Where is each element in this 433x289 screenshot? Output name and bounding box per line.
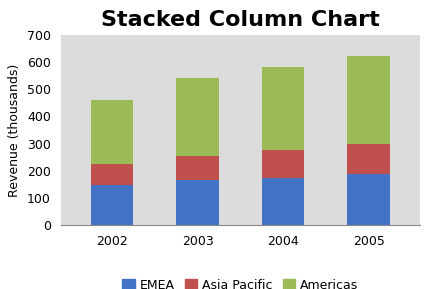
Bar (347, 144, 390, 174)
Bar (176, 156, 219, 180)
Bar (262, 151, 304, 178)
Bar (90, 164, 133, 185)
Title: Stacked Column Chart: Stacked Column Chart (101, 10, 380, 30)
Bar (176, 78, 219, 156)
Bar (347, 56, 390, 144)
Bar (176, 180, 219, 225)
Bar (262, 178, 304, 225)
Bar (262, 67, 304, 151)
Bar (90, 185, 133, 225)
Bar (347, 174, 390, 225)
Legend: EMEA, Asia Pacific, Americas: EMEA, Asia Pacific, Americas (117, 274, 363, 289)
Y-axis label: Revenue (thousands): Revenue (thousands) (8, 63, 21, 197)
Bar (90, 100, 133, 164)
